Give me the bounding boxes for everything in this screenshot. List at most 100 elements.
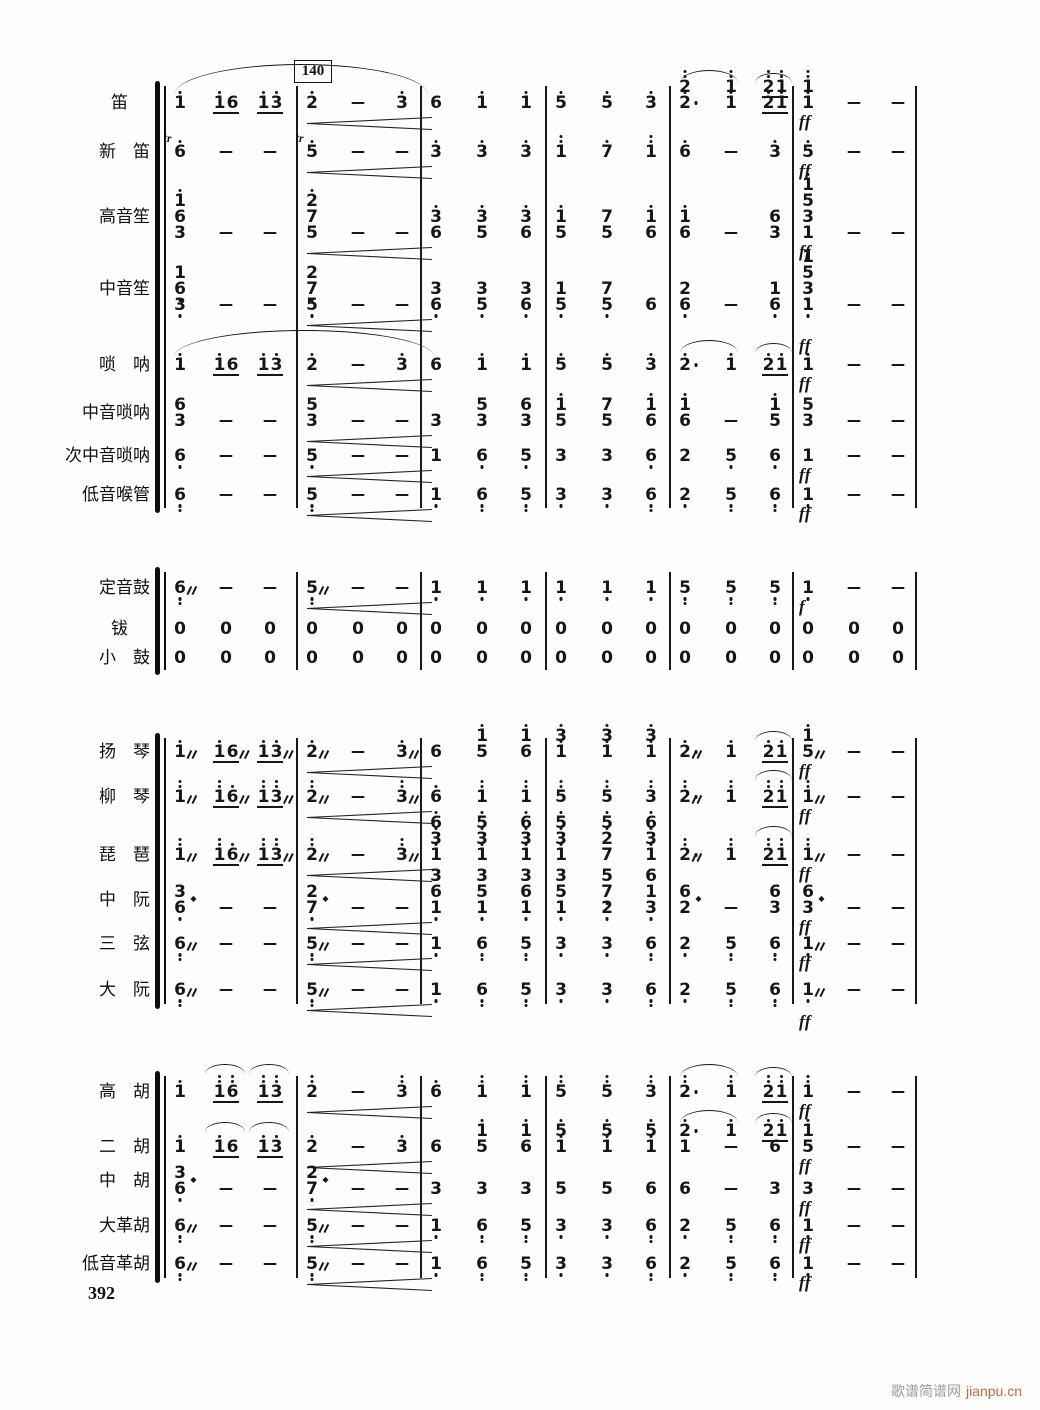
voice-line: 1	[802, 982, 815, 1003]
note-cell: 1	[476, 780, 489, 806]
eighth-underline	[762, 373, 788, 376]
note-digit: 1	[476, 723, 489, 745]
note-digit: 1	[802, 446, 814, 466]
note-cell: 1	[430, 1256, 443, 1277]
watermark-site-url[interactable]: jianpu.cn	[965, 1383, 1022, 1399]
octave-dot-below	[524, 1003, 528, 1007]
barline	[669, 86, 671, 508]
dash-glyph	[351, 150, 365, 154]
note-cell	[395, 900, 409, 916]
voice-line: 1	[802, 936, 815, 957]
dash-glyph	[847, 493, 861, 497]
dynamic-marking: ff	[799, 112, 812, 131]
octave-dot-below	[559, 1235, 563, 1239]
dash-glyph	[847, 231, 861, 235]
voice-line: 6	[174, 448, 187, 469]
note-cell: 1	[430, 487, 443, 508]
note-digit: 3	[476, 866, 488, 886]
slur-tie-arc	[755, 1067, 792, 1077]
note-digit: 6	[174, 448, 187, 469]
voice-line: 5	[802, 139, 815, 161]
voice-line	[263, 900, 277, 916]
voice-line: 1	[802, 838, 815, 864]
note-digit: 1	[257, 352, 270, 374]
voice-line	[847, 357, 861, 373]
octave-dot-above	[806, 70, 810, 74]
barline	[545, 1076, 547, 1278]
voice-line: 1	[430, 1218, 443, 1239]
voice-line: 2	[306, 739, 319, 761]
barline	[792, 1076, 794, 1278]
note-digit: 1	[601, 1134, 614, 1156]
voice-line	[891, 1084, 905, 1100]
voice-line: 1	[802, 352, 815, 374]
octave-dot-below	[310, 504, 314, 508]
duration-dot	[694, 363, 698, 367]
note-cell: 0	[220, 650, 233, 667]
note-digit: 2	[601, 826, 614, 848]
voice-line: 1	[430, 448, 443, 465]
octave-dot-below	[806, 597, 810, 601]
note-cell: 5	[601, 1181, 614, 1198]
octave-dot-above	[480, 1079, 484, 1083]
note-digit: 1	[430, 842, 443, 864]
dash-glyph	[847, 906, 861, 910]
voice-line: 6	[520, 297, 533, 318]
slur-tie-arc	[174, 64, 428, 95]
octave-dot-above	[274, 1079, 279, 1083]
note-cell: 5	[306, 1218, 329, 1243]
octave-dot-below	[649, 1003, 653, 1007]
instrument-label-daruan: 大 阮	[99, 980, 150, 999]
voice-line: 3	[555, 723, 568, 745]
dash-glyph	[891, 303, 905, 307]
voice-line: 5	[555, 1118, 568, 1140]
octave-dot-below	[524, 1239, 528, 1243]
voice-line: 1	[520, 842, 533, 864]
voice-line: 7	[306, 1181, 319, 1202]
note-digit: 5	[306, 395, 318, 415]
note-cell: 5	[725, 936, 738, 961]
voice-line: 6	[769, 297, 782, 318]
voice-line: 3	[645, 352, 658, 374]
note-digit: 1	[645, 842, 658, 864]
voice-line: 2	[679, 1218, 692, 1239]
voice-line: 3	[174, 1165, 187, 1182]
voice-line: 1	[802, 1256, 815, 1277]
octave-dot-above	[310, 1079, 314, 1083]
note-digit: 7	[601, 279, 613, 299]
octave-dot-above	[274, 838, 279, 842]
note-digit: 2	[762, 90, 775, 112]
note-cell: 0	[892, 650, 905, 667]
note-cell: 1	[802, 982, 825, 1003]
note-digit: 5	[476, 223, 488, 243]
voice-line	[219, 900, 233, 916]
voice-line: 0	[645, 621, 658, 638]
tremolo-slashes-icon	[814, 795, 826, 804]
note-digit: 6	[520, 742, 532, 762]
octave-dot-below	[773, 1273, 777, 1277]
octave-dot-below	[649, 999, 653, 1003]
note-cell: 3	[802, 1181, 815, 1198]
note-digit: 7	[306, 281, 319, 302]
note-digit: 6	[679, 297, 692, 318]
watermark[interactable]: 歌谱简谱网 jianpu.cn	[840, 1381, 1022, 1401]
note-digit: 3	[396, 739, 409, 761]
octave-dot-above	[230, 1079, 235, 1083]
note-cell: 5 tr	[296, 132, 319, 161]
note-cell	[395, 144, 409, 160]
dash-glyph	[847, 1145, 861, 1149]
note-digit: 1	[555, 580, 568, 601]
dash-glyph	[847, 303, 861, 307]
voice-line: 3	[555, 826, 568, 848]
note-cell	[847, 982, 861, 998]
voice-line: 0	[174, 650, 187, 667]
note-digit: 6	[520, 1137, 532, 1157]
dynamic-marking: ff	[799, 374, 812, 393]
octave-dot-above	[524, 784, 528, 788]
note-digit: 6	[769, 982, 782, 1007]
